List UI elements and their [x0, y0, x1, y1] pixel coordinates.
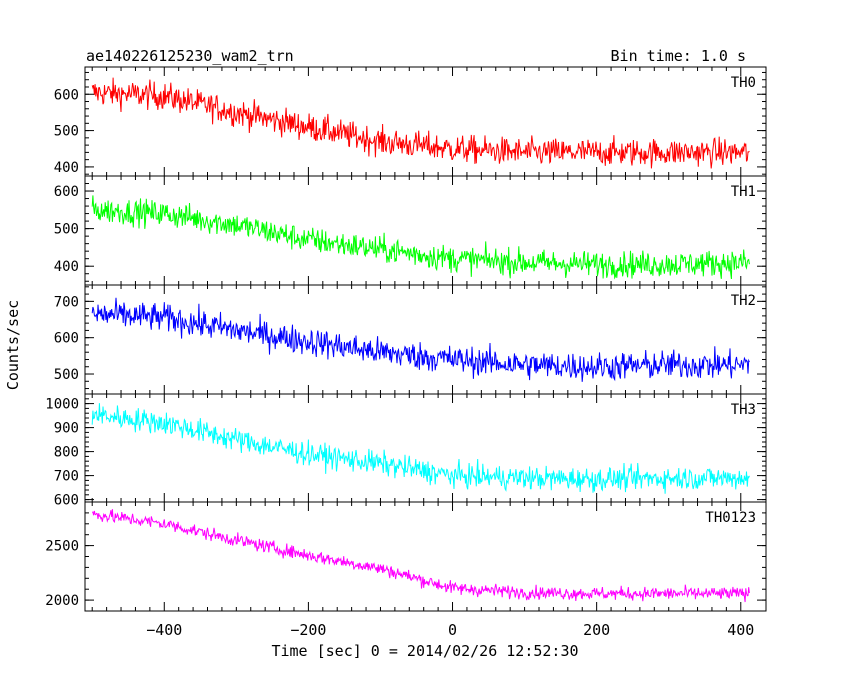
- y-tick-label: 500: [54, 367, 79, 383]
- y-tick-label: 500: [54, 124, 79, 140]
- series-line-th2: [91, 297, 750, 382]
- series-line-th0123: [91, 509, 750, 603]
- chart-title: ae140226125230_wam2_trn: [86, 47, 294, 65]
- series-line-th0: [91, 77, 750, 169]
- bin-time-label: Bin time: 1.0 s: [611, 47, 746, 65]
- series-line-th1: [91, 195, 750, 280]
- x-tick-label: 0: [448, 621, 457, 639]
- panel-label: TH2: [731, 293, 756, 309]
- x-tick-label: 200: [583, 621, 610, 639]
- panel-th1: 400 500 600 TH1: [54, 175, 767, 286]
- x-tick-label: −400: [146, 621, 182, 639]
- panel-frame: [84, 284, 767, 395]
- y-tick-label: 2500: [45, 539, 79, 555]
- y-tick-label: 600: [54, 493, 79, 509]
- x-axis-label: Time [sec] 0 = 2014/02/26 12:52:30: [271, 642, 578, 660]
- y-tick-label: 600: [54, 87, 79, 103]
- panel-group: 400 500 600 TH0 400 500 600 TH1 500 600 700 TH2 600 7…: [45, 66, 767, 612]
- y-tick-label: 600: [54, 184, 79, 200]
- x-tick-label: 400: [727, 621, 754, 639]
- panel-label: TH0: [731, 75, 756, 91]
- y-tick-label: 400: [54, 259, 79, 275]
- panel-th2: 500 600 700 TH2: [54, 284, 767, 395]
- y-tick-label: 600: [54, 331, 79, 347]
- x-tick-label: −200: [290, 621, 326, 639]
- panel-label: TH3: [731, 402, 756, 418]
- panel-th3: 600 700 800 900 1000 TH3: [45, 393, 767, 509]
- panel-label: TH0123: [705, 510, 756, 526]
- y-tick-label: 2000: [45, 593, 79, 609]
- y-tick-label: 800: [54, 445, 79, 461]
- x-tick-labels: −400 −200 0 200 400: [146, 621, 754, 639]
- panel-frame: [84, 66, 767, 177]
- y-tick-label: 500: [54, 222, 79, 238]
- series-line-th3: [91, 403, 750, 494]
- panel-th0: 400 500 600 TH0: [54, 66, 767, 177]
- y-tick-label: 700: [54, 469, 79, 485]
- panel-th0123: 2000 2500 TH0123: [45, 501, 767, 612]
- y-tick-label: 400: [54, 160, 79, 176]
- y-tick-label: 900: [54, 421, 79, 437]
- y-tick-label: 1000: [45, 397, 79, 413]
- panel-label: TH1: [731, 184, 756, 200]
- y-tick-label: 700: [54, 294, 79, 310]
- y-axis-label: Counts/sec: [4, 300, 22, 390]
